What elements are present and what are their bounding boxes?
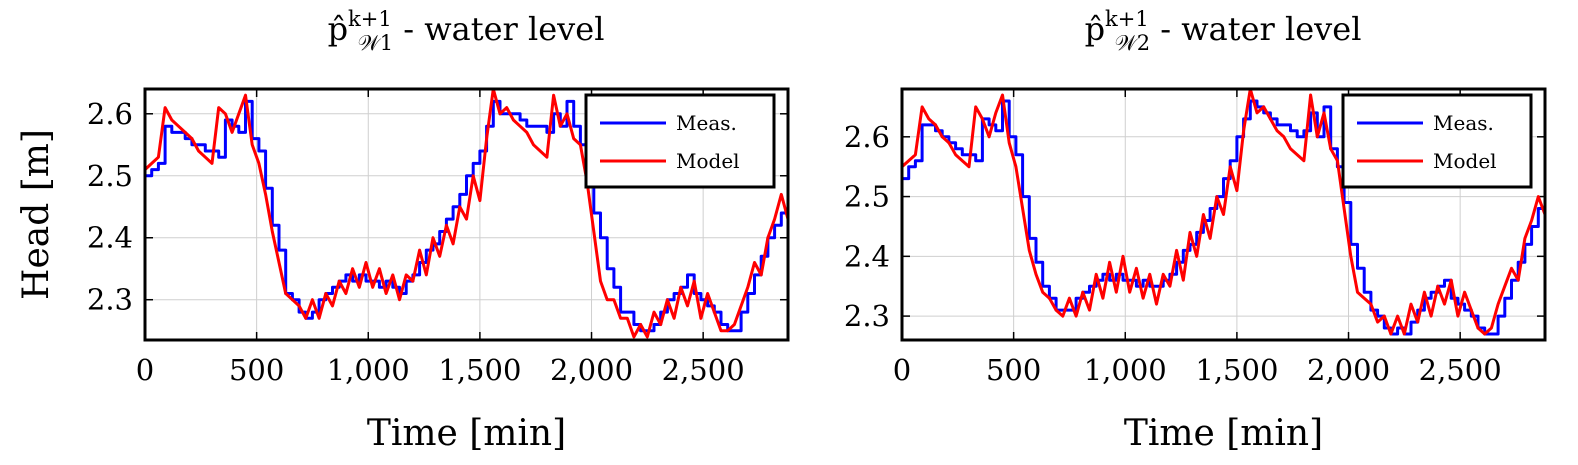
y-tick-label: 2.5 [844, 180, 890, 214]
x-tick-label: 0 [893, 353, 911, 387]
plot-frame [143, 87, 790, 342]
legend-label: Meas. [676, 111, 737, 135]
series-line-model [902, 89, 1545, 336]
chart-title: p̂k+1 𝒲1 - water level [328, 7, 605, 55]
y-tick-label: 2.5 [87, 159, 133, 193]
plot-frame [900, 87, 1547, 342]
title-text: - water level [1150, 10, 1361, 48]
legend-box [1341, 93, 1533, 189]
x-tick-label: 1,000 [1084, 353, 1167, 387]
y-axis-label: Head [m] [16, 129, 57, 300]
chart-title: p̂k+1 𝒲2 - water level [1085, 7, 1362, 55]
y-tick-label: 2.3 [844, 299, 890, 333]
x-axis-label: Time [min] [367, 413, 566, 454]
title-text: - water level [393, 10, 604, 48]
y-tick-label: 2.4 [87, 221, 133, 255]
legend-box [584, 93, 776, 189]
x-tick-label: 0 [136, 353, 154, 387]
y-tick-label: 2.4 [844, 239, 890, 273]
x-tick-label: 1,500 [1195, 353, 1278, 387]
x-tick-label: 2,500 [662, 353, 745, 387]
legend: Meas. Model [584, 93, 776, 189]
legend-label: Model [676, 149, 740, 173]
title-superscript: k+1 [1105, 7, 1149, 31]
title-superscript: k+1 [348, 7, 392, 31]
chart-panel-1: p̂k+1 𝒲1 - water level 0 500 1,000 1,500 2,000… [16, 7, 790, 454]
series-line-meas [902, 99, 1545, 336]
x-tick-label: 1,000 [327, 353, 410, 387]
title-subscript: 𝒲1 [358, 31, 393, 55]
x-tick-label: 2,000 [1307, 353, 1390, 387]
legend-label: Model [1433, 149, 1497, 173]
chart-panel-2: p̂k+1 𝒲2 - water level 0 500 1,000 1,500 2,000… [844, 7, 1547, 454]
legend-label: Meas. [1433, 111, 1494, 135]
y-tick-label: 2.6 [844, 120, 890, 154]
legend: Meas. Model [1341, 93, 1533, 189]
y-tick-label: 2.6 [87, 97, 133, 131]
y-tick-label: 2.3 [87, 283, 133, 317]
series-line-model [145, 89, 788, 339]
title-symbol: p̂ [328, 10, 348, 48]
x-tick-label: 500 [986, 353, 1041, 387]
x-tick-label: 2,500 [1419, 353, 1502, 387]
x-tick-label: 2,000 [550, 353, 633, 387]
x-tick-label: 500 [229, 353, 284, 387]
x-axis-label: Time [min] [1124, 413, 1323, 454]
title-subscript: 𝒲2 [1115, 31, 1150, 55]
series-line-meas [145, 99, 788, 333]
title-symbol: p̂ [1085, 10, 1105, 48]
x-tick-label: 1,500 [438, 353, 521, 387]
